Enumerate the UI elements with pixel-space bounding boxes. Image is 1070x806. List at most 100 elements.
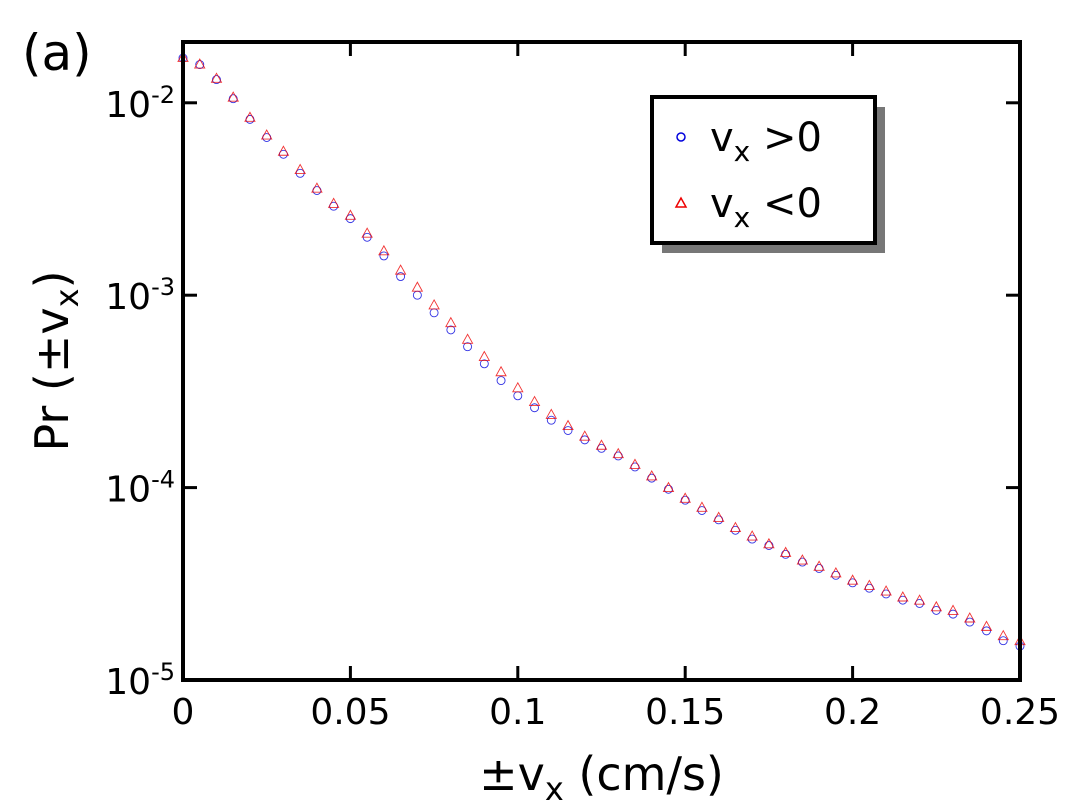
legend-marker bbox=[676, 132, 686, 142]
x-tick-label: 0 bbox=[172, 692, 195, 733]
point bbox=[729, 521, 742, 532]
point bbox=[664, 484, 673, 494]
x-tick-label: 0.1 bbox=[489, 692, 546, 733]
point bbox=[696, 501, 708, 512]
point bbox=[495, 365, 507, 377]
point bbox=[512, 381, 524, 393]
x-label-sub: x bbox=[545, 770, 564, 806]
point bbox=[445, 316, 457, 328]
point bbox=[428, 299, 440, 310]
point bbox=[982, 626, 991, 636]
point bbox=[496, 376, 506, 386]
point bbox=[327, 197, 340, 208]
point bbox=[578, 430, 591, 441]
x-label-text: ±v bbox=[479, 747, 545, 801]
x-tick-label: 0.2 bbox=[824, 692, 881, 733]
y-tick-exponent: -3 bbox=[151, 273, 175, 301]
point bbox=[530, 403, 539, 413]
y-tick-base: 10 bbox=[105, 85, 151, 126]
point bbox=[210, 72, 223, 83]
point bbox=[697, 506, 707, 515]
point bbox=[997, 629, 1010, 641]
point bbox=[361, 227, 373, 238]
point bbox=[195, 60, 205, 70]
point bbox=[746, 530, 758, 541]
point bbox=[446, 325, 456, 335]
point bbox=[513, 391, 523, 401]
point bbox=[546, 415, 556, 425]
point bbox=[712, 511, 725, 522]
y-tick-exponent: -2 bbox=[151, 81, 175, 109]
legend-marker bbox=[674, 196, 688, 208]
point bbox=[479, 359, 489, 369]
legend-text: v bbox=[710, 181, 734, 227]
y-tick-base: 10 bbox=[105, 470, 151, 511]
point bbox=[227, 91, 239, 102]
point bbox=[311, 182, 323, 193]
point bbox=[345, 214, 355, 224]
point bbox=[645, 469, 658, 481]
panel-label: (a) bbox=[22, 24, 92, 82]
point bbox=[461, 333, 474, 344]
point bbox=[898, 595, 908, 605]
legend-text: v bbox=[710, 115, 734, 161]
point bbox=[947, 604, 959, 615]
point bbox=[980, 620, 993, 631]
point bbox=[463, 342, 473, 352]
point bbox=[915, 598, 925, 608]
y-tick-exponent: -4 bbox=[151, 466, 175, 494]
point bbox=[244, 111, 256, 122]
y-label-text: ) bbox=[25, 270, 79, 288]
point bbox=[212, 75, 221, 85]
point bbox=[880, 585, 892, 596]
y-label-text: Pr (±v bbox=[25, 307, 79, 451]
x-label-text: (cm/s) bbox=[564, 747, 724, 801]
legend-label: vx <0 bbox=[710, 181, 822, 234]
point bbox=[964, 612, 976, 623]
y-tick-exponent: -5 bbox=[151, 658, 175, 686]
legend-label: vx >0 bbox=[710, 115, 822, 168]
point bbox=[378, 244, 390, 256]
point bbox=[193, 58, 206, 69]
point bbox=[562, 419, 574, 431]
y-tick-base: 10 bbox=[105, 662, 151, 703]
point bbox=[396, 272, 406, 281]
point bbox=[813, 560, 825, 571]
x-tick-label: 0.15 bbox=[645, 692, 725, 733]
point bbox=[545, 408, 558, 419]
point bbox=[294, 163, 306, 174]
point bbox=[764, 541, 774, 550]
point bbox=[478, 350, 491, 361]
point bbox=[796, 554, 809, 565]
point bbox=[629, 458, 641, 469]
point bbox=[930, 600, 943, 612]
point bbox=[260, 129, 273, 140]
point bbox=[394, 264, 407, 275]
point bbox=[679, 492, 691, 503]
point bbox=[411, 281, 424, 292]
point bbox=[913, 594, 926, 605]
point bbox=[830, 567, 842, 578]
point bbox=[846, 574, 859, 585]
point bbox=[379, 251, 389, 261]
point bbox=[781, 549, 791, 559]
y-axis-label: Pr (±vx) bbox=[25, 270, 86, 451]
point bbox=[563, 426, 573, 435]
point bbox=[595, 439, 608, 450]
x-axis-label: ±vx (cm/s) bbox=[479, 747, 724, 806]
legend-text: <0 bbox=[750, 181, 822, 227]
plot-frame bbox=[181, 40, 1022, 682]
legend-text: >0 bbox=[750, 115, 822, 161]
point bbox=[779, 546, 792, 557]
point bbox=[863, 579, 876, 590]
point bbox=[344, 209, 357, 220]
point bbox=[528, 395, 541, 407]
point bbox=[429, 308, 439, 318]
y-tick-label: 10-5 bbox=[105, 658, 175, 703]
y-tick-base: 10 bbox=[105, 277, 151, 318]
point bbox=[277, 145, 290, 156]
x-tick-label: 0.05 bbox=[310, 692, 390, 733]
point bbox=[612, 447, 625, 459]
y-tick-label: 10-4 bbox=[105, 466, 175, 511]
